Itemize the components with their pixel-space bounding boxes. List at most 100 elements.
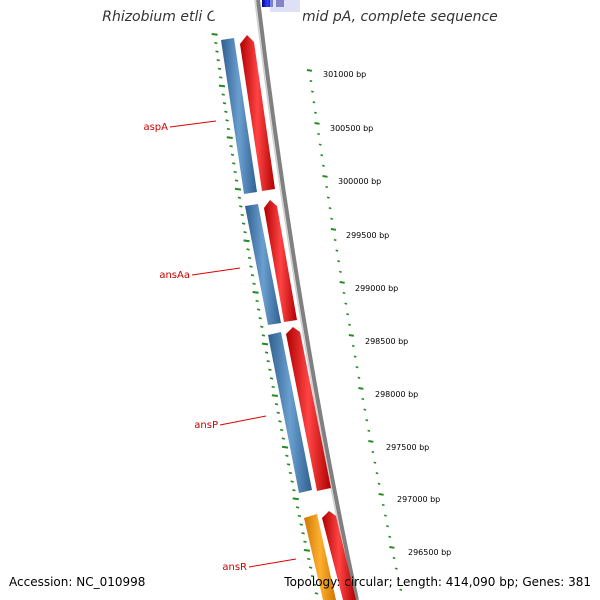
outer-tick [326, 196, 330, 199]
aspA-cds-block [221, 38, 257, 194]
inner-tick [222, 102, 227, 105]
ansR-cds-block [304, 514, 336, 600]
outer-tick [312, 101, 316, 104]
outer-tick [330, 228, 337, 231]
ansP-gene-arrow [286, 327, 331, 491]
outer-tick [371, 450, 375, 454]
outer-tick [330, 217, 334, 220]
ansAa-gene-arrow [264, 200, 297, 322]
inner-tick [218, 84, 226, 88]
outer-tick [348, 323, 351, 326]
inner-tick [310, 575, 315, 578]
outer-tick [357, 376, 361, 379]
outer-tick [344, 302, 348, 305]
outer-tick [399, 588, 403, 591]
outer-tick [389, 546, 395, 549]
inner-tick [266, 360, 270, 363]
inner-tick [258, 317, 262, 320]
inner-tick [288, 471, 293, 475]
outer-tick [314, 122, 320, 125]
outer-tick [346, 313, 350, 316]
outer-tick [363, 408, 367, 411]
inner-tick [279, 428, 284, 432]
outer-tick [377, 482, 381, 485]
inner-tick [234, 187, 242, 191]
outer-tick [383, 514, 387, 517]
inner-tick [240, 213, 244, 217]
inner-tick [281, 437, 286, 440]
outer-tick [337, 260, 341, 263]
outer-tick [367, 429, 371, 432]
inner-tick [241, 222, 246, 225]
scale-label-296500: 296500 bp [408, 548, 451, 557]
inner-tick [312, 583, 317, 586]
outer-tick [306, 69, 313, 72]
inner-tick [274, 403, 279, 406]
outer-tick [318, 143, 322, 146]
outer-tick [333, 238, 337, 242]
scale-label-301000: 301000 bp [323, 70, 366, 79]
aspA-label-line [169, 120, 217, 128]
inner-tick [261, 342, 269, 346]
inner-tick [292, 489, 296, 492]
gene-label-aspA: aspA [143, 122, 168, 133]
outer-tick [351, 344, 355, 348]
inner-tick [226, 136, 233, 139]
ansAa-cds-block [245, 204, 281, 325]
outer-tick [388, 535, 392, 538]
inner-tick [226, 127, 231, 131]
inner-tick [217, 67, 222, 70]
outer-tick [353, 355, 357, 358]
outer-tick [314, 111, 317, 114]
inner-tick [234, 179, 239, 182]
scale-label-300500: 300500 bp [330, 124, 373, 133]
inner-tick [292, 497, 299, 501]
scale-label-297000: 297000 bp [397, 495, 440, 504]
backbone-line [256, 0, 359, 600]
outer-tick [320, 154, 324, 157]
inner-tick [237, 196, 242, 199]
inner-tick [239, 205, 243, 208]
ansR-label-line [248, 558, 297, 568]
inner-tick [219, 76, 223, 79]
outer-tick [394, 567, 398, 570]
outer-tick [335, 249, 339, 252]
inner-tick [214, 41, 218, 45]
inner-tick [301, 532, 305, 535]
scale-label-300000: 300000 bp [338, 177, 381, 186]
inner-tick [285, 454, 289, 457]
inner-tick [297, 514, 302, 518]
scale-label-298500: 298500 bp [365, 337, 408, 346]
inner-tick [271, 394, 278, 397]
inner-tick [247, 256, 252, 260]
inner-tick [307, 557, 311, 561]
scale-label-297500: 297500 bp [386, 443, 429, 452]
inner-tick [232, 162, 236, 165]
ansP-label-line [219, 415, 267, 426]
inner-tick [230, 153, 235, 156]
inner-tick [276, 411, 280, 414]
outer-tick [373, 461, 377, 464]
inner-tick [281, 445, 289, 449]
inner-tick [255, 299, 259, 303]
scale-label-299500: 299500 bp [346, 231, 389, 240]
inner-tick [264, 351, 269, 354]
inner-tick [286, 463, 291, 466]
outer-tick [397, 578, 400, 581]
inner-tick [271, 385, 275, 389]
inner-tick [256, 308, 261, 311]
neighbor-gene-top [262, 0, 273, 7]
inner-tick [268, 368, 272, 371]
inner-tick [278, 420, 282, 423]
backbone-highlight [254, 0, 355, 600]
inner-tick [233, 170, 237, 174]
inner-tick [261, 334, 266, 337]
inner-tick [216, 59, 220, 62]
inner-tick [229, 145, 233, 148]
outer-tick [317, 132, 321, 136]
inner-tick [308, 566, 313, 569]
outer-tick [321, 164, 325, 167]
outer-tick [338, 270, 342, 273]
inner-tick [260, 325, 264, 328]
